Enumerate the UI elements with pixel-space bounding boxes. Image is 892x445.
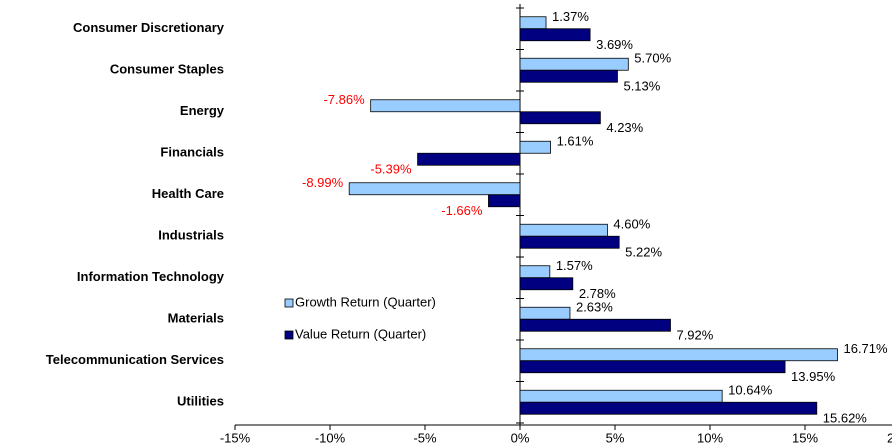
category-label: Consumer Discretionary: [73, 20, 225, 35]
data-label: 4.23%: [606, 120, 643, 135]
data-label: -7.86%: [323, 92, 365, 107]
legend-label: Growth Return (Quarter): [295, 294, 436, 309]
data-label: 13.95%: [791, 369, 836, 384]
category-label: Health Care: [152, 186, 224, 201]
bar: [519, 389, 723, 403]
data-label: 5.13%: [623, 79, 660, 94]
category-label: Information Technology: [77, 269, 225, 284]
x-tick-label: -5%: [413, 430, 437, 445]
data-label: -1.66%: [441, 203, 483, 218]
data-label: 1.37%: [552, 9, 589, 24]
bar: [519, 306, 571, 320]
bar: [519, 57, 629, 71]
bar: [519, 318, 671, 332]
bar: [519, 235, 620, 249]
data-label: 3.69%: [596, 37, 633, 52]
bar: [519, 140, 551, 154]
data-label: 5.22%: [625, 245, 662, 260]
data-label: 16.71%: [843, 341, 888, 356]
bar: [519, 360, 786, 374]
category-label: Consumer Staples: [110, 62, 224, 77]
bar: [519, 28, 591, 42]
bar: [519, 348, 838, 362]
bar: [488, 194, 521, 208]
bar: [348, 182, 521, 196]
category-label: Materials: [168, 311, 224, 326]
data-label: 2.78%: [579, 286, 616, 301]
category-label: Energy: [180, 103, 225, 118]
data-label: -5.39%: [370, 162, 412, 177]
bar: [519, 69, 618, 83]
bar: [519, 16, 547, 30]
bar: [417, 152, 521, 166]
data-label: 5.70%: [634, 51, 671, 66]
bar: [519, 277, 574, 291]
category-label: Industrials: [158, 228, 224, 243]
x-tick-label: -15%: [220, 430, 251, 445]
x-tick-label: 15%: [792, 430, 818, 445]
category-label: Utilities: [177, 394, 224, 409]
bar: [519, 265, 551, 279]
bar: [370, 99, 521, 113]
data-label: 2.63%: [576, 300, 613, 315]
bar: [519, 401, 818, 415]
x-tick-label: 5%: [606, 430, 625, 445]
data-label: -8.99%: [302, 175, 344, 190]
data-label: 10.64%: [728, 383, 773, 398]
x-tick-label: 0%: [511, 430, 530, 445]
legend-label: Value Return (Quarter): [295, 326, 426, 341]
bar: [519, 223, 608, 237]
data-label: 7.92%: [676, 328, 713, 343]
data-label: 15.62%: [823, 411, 868, 426]
x-tick-label: 10%: [697, 430, 723, 445]
bar: [519, 111, 601, 125]
data-label: 1.61%: [557, 134, 594, 149]
legend-swatch: [284, 298, 294, 308]
category-label: Financials: [160, 145, 224, 160]
legend-swatch: [284, 330, 294, 340]
data-label: 1.57%: [556, 258, 593, 273]
x-tick-label: -10%: [315, 430, 346, 445]
category-label: Telecommunication Services: [46, 352, 224, 367]
data-label: 4.60%: [613, 217, 650, 232]
x-tick-label: 20%: [887, 430, 892, 445]
